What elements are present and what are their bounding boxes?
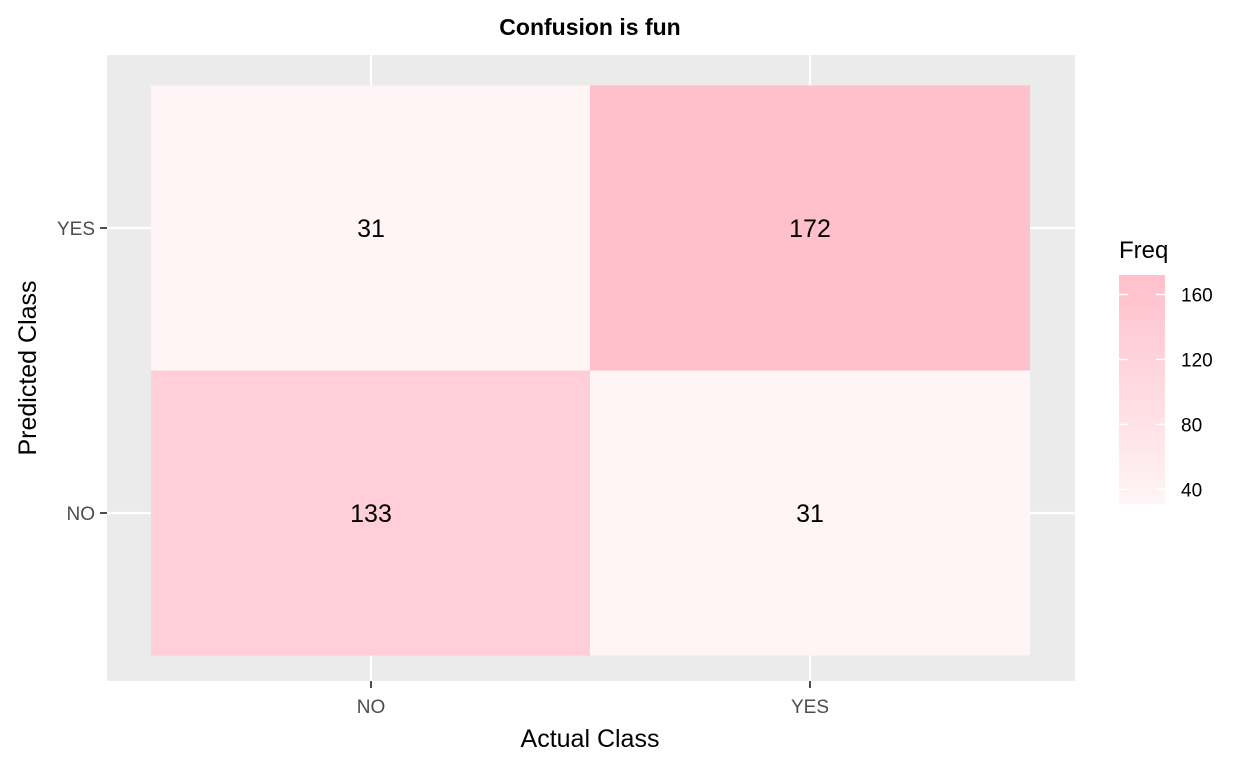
cell-labels: 31 172 133 31 (350, 215, 831, 528)
cell-yes-yes (590, 85, 1030, 371)
legend-tick-label-160: 160 (1181, 285, 1213, 306)
legend-tick-label-80: 80 (1181, 415, 1202, 436)
y-axis: NO YES (57, 219, 107, 525)
y-tick-label-yes: YES (57, 219, 95, 240)
y-tick-label-no: NO (67, 504, 96, 525)
cell-no-yes-label: 31 (357, 215, 385, 243)
legend-tick-label-40: 40 (1181, 480, 1202, 501)
chart-title: Confusion is fun (499, 14, 680, 40)
heatmap-cells (151, 85, 1030, 656)
cell-no-no (151, 370, 591, 656)
cell-no-yes (151, 85, 591, 371)
x-axis: NO YES (357, 681, 829, 718)
cell-no-no-label: 133 (350, 500, 392, 528)
cell-yes-no-label: 31 (796, 500, 824, 528)
x-tick-label-yes: YES (791, 697, 829, 718)
x-axis-title: Actual Class (521, 725, 660, 753)
legend-ticks: 40 80 120 160 (1119, 285, 1213, 501)
y-axis-title: Predicted Class (14, 280, 42, 455)
legend-colorbar (1119, 275, 1165, 504)
legend-tick-label-120: 120 (1181, 350, 1213, 371)
cell-yes-no (590, 370, 1030, 656)
cell-yes-yes-label: 172 (789, 215, 831, 243)
x-tick-label-no: NO (357, 697, 386, 718)
legend: Freq 40 80 120 160 (1119, 237, 1213, 504)
legend-title: Freq (1119, 237, 1168, 264)
